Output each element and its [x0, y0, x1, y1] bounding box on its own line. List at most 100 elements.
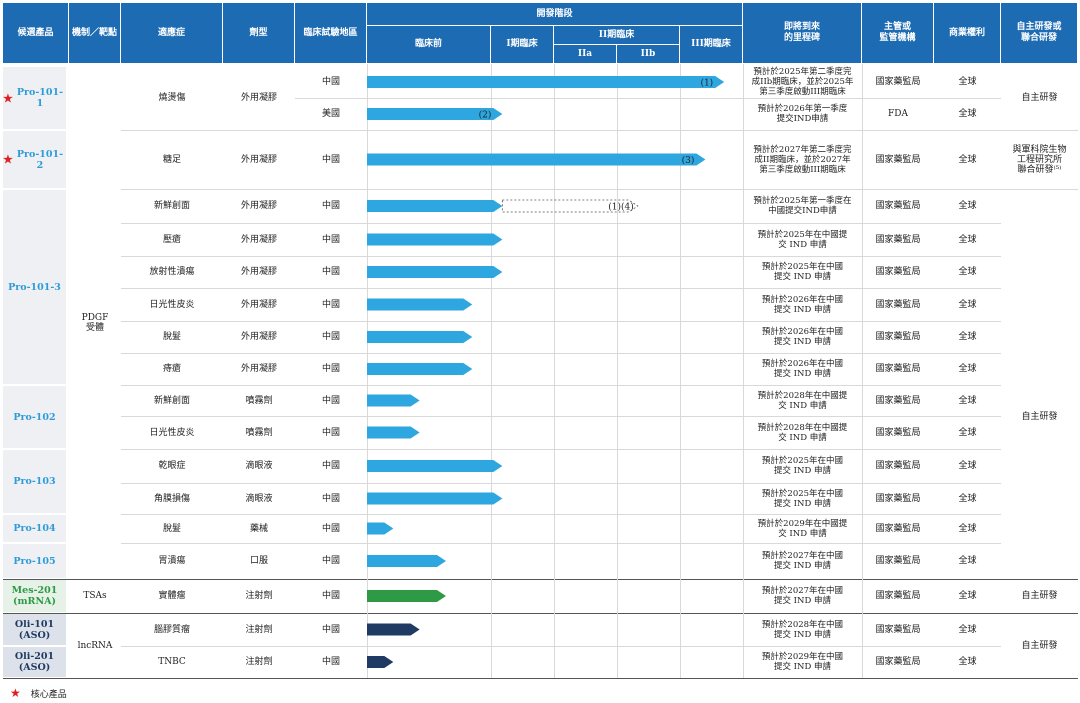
rights-cell: 全球	[958, 332, 977, 342]
region-cell: 中國	[321, 77, 340, 87]
dosage-cell: 注射劑	[245, 591, 273, 601]
row-divider	[3, 613, 1078, 614]
progress-arrow	[367, 623, 420, 636]
progress-bar	[367, 623, 420, 636]
header-indication: 適應症	[121, 3, 223, 64]
product-name: Pro-101-1	[16, 87, 64, 109]
header-candidate: 候選產品	[3, 3, 69, 64]
header-preclinical: 臨床前	[367, 26, 491, 64]
milestone-cell: 預計於2028年在中國提 交 IND 申請	[757, 422, 848, 443]
rights-cell: 全球	[958, 299, 977, 310]
header-region: 臨床試驗地區	[295, 3, 367, 64]
rights-cell: 全球	[958, 523, 977, 534]
region-cell: 中國	[321, 364, 340, 374]
product-cell: Pro-102	[3, 386, 66, 448]
partner-cell: 自主研發	[1021, 412, 1058, 422]
row-divider	[3, 579, 1078, 580]
header-phase2: II期臨床	[554, 26, 680, 45]
rights-cell: 全球	[958, 109, 977, 119]
indication-cell: 角膜損傷	[153, 493, 190, 504]
stage-divider	[491, 64, 492, 678]
rights-cell: 全球	[958, 591, 977, 601]
footnote-marker: (2)	[479, 110, 492, 121]
partner-cell: 自主研發	[1021, 93, 1058, 103]
progress-arrow	[367, 492, 503, 505]
regulator-cell: 國家藥監局	[875, 556, 921, 566]
product-cell: Pro-105	[3, 544, 66, 578]
region-cell: 中國	[321, 332, 340, 342]
header-phase2a: IIa	[554, 45, 617, 64]
stage-divider	[554, 64, 555, 678]
header-partner: 自主研發或 聯合研發	[1001, 3, 1078, 64]
header-mechanism: 機制／靶點	[69, 3, 121, 64]
milestone-cell: 預計於2026年在中國 提交 IND 申請	[761, 359, 844, 379]
region-cell: 中國	[321, 299, 340, 310]
column-divider	[862, 64, 863, 678]
progress-arrow	[367, 426, 420, 439]
regulator-cell: 國家藥監局	[875, 395, 921, 406]
row-divider	[121, 189, 1001, 190]
regulator-cell: 國家藥監局	[875, 427, 921, 438]
row-divider	[121, 646, 1001, 647]
indication-cell: 日光性皮炎	[149, 427, 195, 438]
header-phase3: III期臨床	[680, 26, 743, 64]
dosage-cell: 滴眼液	[245, 461, 273, 471]
progress-bar	[367, 590, 446, 602]
row-divider	[295, 98, 1001, 99]
indication-cell: 放射性潰瘍	[149, 267, 195, 277]
progress-arrow	[367, 460, 503, 472]
regulator-cell: 國家藥監局	[875, 234, 921, 245]
product-cell: Pro-103	[3, 450, 66, 513]
progress-bar	[367, 555, 446, 567]
region-cell: 中國	[321, 234, 340, 245]
milestone-cell: 預計於2025年在中國提 交 IND 申請	[757, 229, 848, 250]
progress-bar	[367, 76, 725, 88]
progress-bar	[367, 153, 706, 166]
progress-arrow: (3)	[367, 153, 706, 166]
regulator-cell: 國家藥監局	[875, 201, 921, 211]
regulator-cell: 國家藥監局	[875, 299, 921, 310]
progress-arrow	[367, 266, 503, 278]
header-stage-group: 開發階段	[367, 3, 743, 26]
header-rights: 商業權利	[934, 3, 1001, 64]
dosage-cell: 注射劑	[245, 657, 273, 667]
rights-cell: 全球	[958, 77, 977, 87]
indication-cell: 新鮮創面	[153, 201, 190, 211]
row-divider	[121, 514, 1001, 515]
progress-arrow	[367, 555, 446, 567]
row-divider	[121, 353, 1001, 354]
row-divider	[121, 223, 1001, 224]
product-cell: ★ Pro-101-1	[3, 67, 66, 129]
planned-progress-arrow	[501, 199, 639, 213]
regulator-cell: 國家藥監局	[875, 77, 921, 87]
region-cell: 中國	[321, 461, 340, 471]
partner-cell: 自主研發	[1021, 591, 1058, 601]
rights-cell: 全球	[958, 234, 977, 245]
indication-cell: 燒燙傷	[158, 93, 186, 103]
dosage-cell: 外用凝膠	[240, 234, 277, 245]
product-name: Pro-102	[13, 411, 56, 423]
indication-cell: 實體瘤	[158, 591, 186, 601]
indication-cell: 新鮮創面	[153, 395, 190, 406]
dosage-cell: 滴眼液	[245, 493, 273, 504]
product-name: Pro-105	[13, 555, 56, 567]
rights-cell: 全球	[958, 154, 977, 165]
indication-cell: 脫髮	[162, 523, 181, 534]
progress-bar	[367, 460, 503, 472]
legend-core-label: 核心產品	[30, 689, 67, 700]
dosage-cell: 噴霧劑	[245, 427, 273, 438]
product-name: Oli-101 (ASO)	[14, 618, 55, 641]
rights-cell: 全球	[958, 556, 977, 566]
rights-cell: 全球	[958, 657, 977, 667]
progress-bar	[367, 363, 473, 375]
row-divider	[121, 321, 1001, 322]
star-icon: ★	[3, 153, 13, 166]
star-icon: ★	[3, 91, 13, 105]
header-milestone: 即將到來 的里程碑	[743, 3, 862, 64]
mechanism-cell: PDGF 受體	[81, 312, 109, 333]
progress-arrow	[367, 331, 473, 343]
milestone-cell: 預計於2025年第二季度完 成IIb期臨床，並於2025年 第三季度啟動III期…	[751, 67, 854, 97]
row-divider	[121, 256, 1001, 257]
progress-arrow	[367, 590, 446, 602]
progress-arrow: (1)	[367, 76, 725, 89]
